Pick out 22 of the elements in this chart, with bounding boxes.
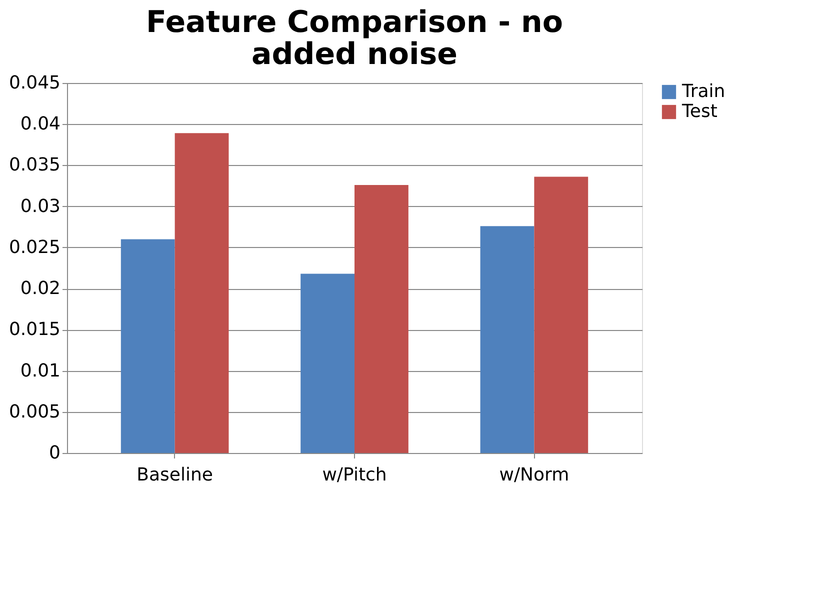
chart-title: Feature Comparison - no added noise xyxy=(146,5,563,72)
y-tick-label: 0.04 xyxy=(20,114,60,135)
y-tick-label: 0.01 xyxy=(20,360,60,382)
bar xyxy=(480,226,534,453)
y-tick-label: 0.045 xyxy=(8,72,60,94)
legend-label: Train xyxy=(681,81,726,102)
y-tick-label: 0.015 xyxy=(8,319,60,340)
y-tick-label: 0.02 xyxy=(20,278,60,300)
bar xyxy=(120,239,175,453)
y-tick-label: 0.03 xyxy=(20,196,60,217)
bar xyxy=(534,176,588,453)
y-tick-label: 0.005 xyxy=(8,401,60,422)
bar xyxy=(174,133,229,453)
legend-label: Test xyxy=(681,101,718,122)
bar xyxy=(300,274,354,453)
x-tick-label: Baseline xyxy=(136,464,213,486)
bar xyxy=(354,184,408,453)
x-tick-label: w/Norm xyxy=(499,464,570,486)
y-tick-label: 0.025 xyxy=(8,236,60,258)
y-tick-label: 0 xyxy=(49,442,60,464)
x-tick-label: w/Pitch xyxy=(322,464,387,486)
y-tick-label: 0.035 xyxy=(8,154,60,176)
